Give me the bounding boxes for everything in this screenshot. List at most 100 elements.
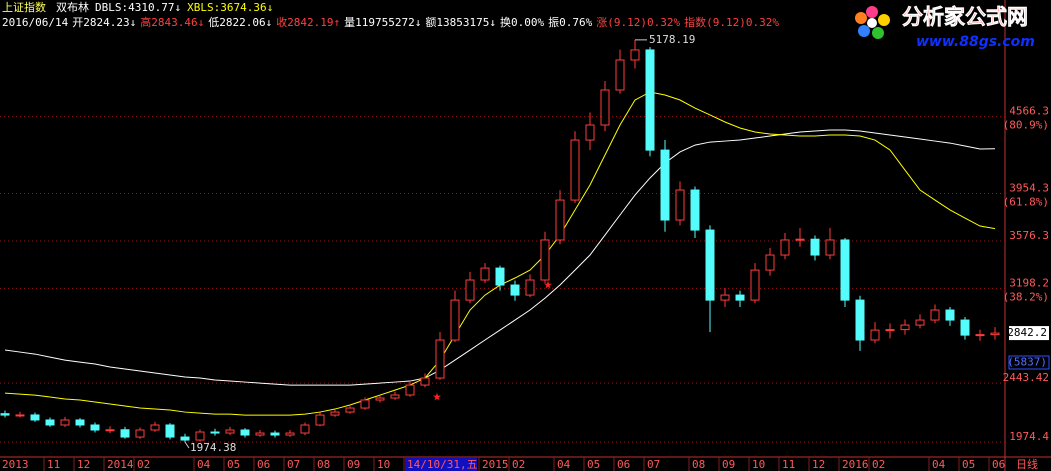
volume-tag-box: [1008, 355, 1050, 370]
candle-body: [255, 432, 265, 436]
candle-body: [150, 424, 160, 431]
header-text: DBLS:4310.77↓: [95, 1, 181, 14]
x-tick-label: 04: [197, 458, 211, 471]
candle-body: [510, 284, 520, 296]
x-tick-label: 07: [287, 458, 300, 471]
candle-body: [75, 419, 85, 426]
candle-body: [945, 309, 955, 321]
ma-line: [4, 129, 996, 386]
candle-body: [570, 139, 580, 201]
x-tick-label: 02: [512, 458, 525, 471]
header-text: 额13853175↓: [425, 16, 496, 29]
x-tick-label: 14/10/31,五: [407, 458, 478, 471]
x-tick-label: 05: [587, 458, 600, 471]
logo: 分析家公式网 www.88gs.com: [855, 5, 1035, 50]
candle-body: [180, 436, 190, 441]
candle-body: [330, 411, 340, 416]
x-tick-label: 12: [812, 458, 825, 471]
candle-body: [270, 432, 280, 436]
x-tick-label: 06: [617, 458, 630, 471]
x-tick-label: 11: [47, 458, 60, 471]
x-tick-label: 02: [872, 458, 885, 471]
candle-body: [675, 189, 685, 221]
header-text: 低2822.06↓: [208, 16, 272, 29]
candle-body: [0, 413, 10, 416]
logo-petal: [855, 12, 867, 24]
y-tick-label: 3198.2: [1009, 276, 1049, 289]
y-tick-label: 3954.3: [1009, 181, 1049, 194]
candle-body: [855, 299, 865, 341]
price-tag: 2842.2: [1007, 326, 1047, 339]
ratio-label: (80.9%): [1003, 119, 1049, 132]
x-tick-label: 04: [557, 458, 571, 471]
y-tick-label: 1974.4: [1009, 430, 1049, 443]
x-tick-label: 11: [782, 458, 795, 471]
x-tick-label: 09: [347, 458, 360, 471]
candle-body: [495, 267, 505, 286]
x-tick-label: 08: [317, 458, 330, 471]
candle-body: [555, 199, 565, 241]
header-text: 换0.00%: [500, 15, 544, 29]
x-tick-label: 05: [227, 458, 240, 471]
header-text: 高2843.46↓: [140, 15, 204, 29]
candle-body: [420, 377, 430, 386]
candle-body: [285, 432, 295, 436]
signal-stars: ★ ★: [432, 275, 552, 405]
header-text: 双布林: [56, 0, 89, 14]
signal-star: ★: [543, 275, 552, 293]
x-tick-label: 05: [962, 458, 975, 471]
x-tick-label: 02: [137, 458, 150, 471]
candle-body: [930, 309, 940, 321]
x-tick-label: 2016: [842, 458, 869, 471]
candle-body: [750, 269, 760, 301]
candle-body: [45, 419, 55, 426]
candle-body: [795, 238, 805, 241]
header-text: 收2842.19↑: [276, 15, 340, 29]
candle-body: [810, 238, 820, 256]
candle-body: [300, 424, 310, 434]
y-tick-label: 4566.3: [1009, 105, 1049, 118]
candle-body: [135, 429, 145, 438]
ratio-label: (38.2%): [1003, 290, 1049, 303]
x-tick-label: 2014: [107, 458, 134, 471]
x-tick-label: 04: [932, 458, 946, 471]
x-tick-label: 06: [257, 458, 270, 471]
y-tick-label: 2443.42: [1003, 371, 1049, 384]
candle-body: [630, 49, 640, 61]
candle-body: [825, 239, 835, 256]
x-tick-label: 10: [752, 458, 765, 471]
x-tick-label: 07: [647, 458, 660, 471]
x-tick-label: 06: [992, 458, 1005, 471]
candle-body: [915, 319, 925, 326]
candle-body: [15, 414, 25, 417]
x-tick-label: 2013: [2, 458, 29, 471]
header-text: 上证指数: [2, 0, 46, 14]
period-label: 日线: [1016, 457, 1038, 471]
candle-body: [450, 299, 460, 341]
candle-body: [705, 229, 715, 301]
candle-body: [210, 431, 220, 434]
candle-body: [30, 414, 40, 421]
candle-body: [690, 189, 700, 231]
high-label: 5178.19: [649, 33, 695, 46]
logo-center: [867, 18, 877, 28]
candle-body: [600, 89, 610, 126]
candle-body: [615, 59, 625, 91]
price-tag-box: [1009, 326, 1049, 341]
candle-body: [465, 279, 475, 301]
candle-body: [165, 424, 175, 438]
candle-body: [315, 414, 325, 426]
header-text: 涨(9.12)0.32%: [596, 16, 680, 29]
ratio-label: (61.8%): [1003, 195, 1049, 208]
logo-petal: [858, 25, 870, 37]
candle-body: [480, 267, 490, 281]
candle-body: [60, 419, 70, 426]
x-tick-label: 09: [722, 458, 735, 471]
x-tick-label: 08: [692, 458, 705, 471]
header-text: XBLS:3674.36↓: [187, 1, 273, 14]
volume-tag: (5837): [1007, 356, 1047, 369]
logo-url: www.88gs.com: [916, 34, 1035, 50]
candle-body: [585, 124, 595, 141]
